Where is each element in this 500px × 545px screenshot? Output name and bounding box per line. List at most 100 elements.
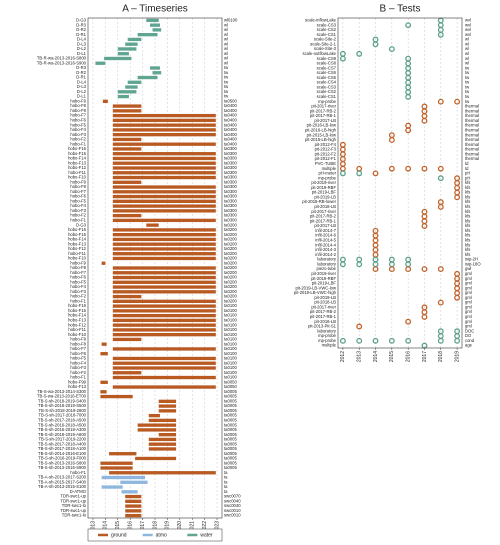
row-label: hobo-F12: [68, 322, 87, 327]
test-marker: [388, 266, 395, 273]
row-code: wl: [465, 51, 469, 56]
bar: [102, 99, 108, 103]
x-tick-label: 2015: [389, 351, 395, 362]
row-code: ta0500: [224, 98, 237, 103]
row-label: hobo-F13: [68, 160, 87, 165]
bar: [112, 294, 142, 299]
row-label: TB-S-sh-2017-2018-7000: [39, 413, 87, 418]
bar: [112, 180, 142, 184]
row-label: TB-S-sh-2018-2019-2800: [39, 408, 87, 413]
row-label: hobo-F11: [68, 170, 86, 175]
row-label: pit-2018-LB: [314, 300, 336, 305]
panel-title: B – Tests: [380, 4, 421, 15]
row-label: TB-S-wa-2013-2014-S300: [37, 389, 87, 394]
row-label: TB-R-wa-2013-2016-S800: [37, 56, 87, 61]
bar: [112, 152, 216, 156]
row-label: TB-S-sh-2013-2016-S800: [38, 460, 87, 465]
row-label: hobo-F10: [68, 256, 87, 261]
row-code: wl: [465, 41, 469, 46]
row-code: thermal: [465, 123, 479, 128]
row-code: ta0200: [224, 232, 237, 237]
row-code: ta0050: [224, 379, 237, 384]
row-label: pit-2017-LB: [314, 118, 336, 123]
row-code: kfs: [465, 190, 470, 195]
row-label: pit-2016-LB-low: [307, 123, 337, 128]
row-code: thermal: [465, 113, 479, 118]
row-label: infil-2014-6: [315, 233, 336, 238]
test-marker: [437, 165, 444, 172]
bar: [125, 509, 142, 513]
row-label: pit-2019-river: [311, 180, 336, 185]
x-tick-label: 2023: [214, 521, 220, 532]
row-label: hobo-F7: [70, 346, 86, 351]
row-label: piezo-tube: [316, 266, 336, 271]
bar: [127, 80, 142, 84]
bar: [112, 313, 216, 318]
row-label: pit-2019-RBF: [311, 276, 336, 281]
bar: [112, 337, 142, 342]
row-label: TB-S-sh-2016-2018-A300: [38, 427, 87, 432]
row-label: D-L4: [77, 37, 87, 42]
bar: [112, 299, 216, 303]
row-label: pit-2019-river: [311, 271, 336, 276]
bar: [104, 56, 132, 61]
row-label: pit-2018-RB-lower: [302, 199, 336, 204]
row-label: hobo-F2: [70, 370, 86, 375]
row-code: ta0300: [224, 146, 237, 151]
row-label: hobo-F13: [68, 241, 87, 246]
bar: [100, 380, 108, 384]
row-label: TB-S-sh-2017-2019-2200: [39, 437, 87, 442]
row-code: ta0100: [224, 375, 237, 380]
bar: [112, 280, 216, 284]
row-label: pit-2016-LB: [314, 319, 336, 324]
row-label: D-L1: [77, 51, 87, 56]
row-code: ta0100: [224, 327, 237, 332]
row-code: gml: [465, 319, 472, 324]
bar: [148, 447, 177, 451]
row-label: laboratory: [317, 328, 337, 333]
plot-area: [338, 18, 462, 348]
row-label: scale-CS4: [317, 80, 337, 85]
row-label: hobo-F6: [70, 275, 86, 280]
row-code: thermal: [465, 108, 479, 113]
row-label: hobo-F5: [70, 122, 86, 127]
bar: [112, 113, 216, 118]
row-label: pit-2015-LB-high: [305, 137, 337, 142]
row-label: scale-CS7: [317, 65, 337, 70]
row-code: ta0300: [224, 208, 237, 213]
bar: [146, 18, 159, 23]
row-code: ta0300: [224, 184, 237, 189]
test-marker: [356, 50, 363, 57]
row-label: D-L3: [77, 41, 87, 46]
row-code: ta0005: [224, 456, 237, 461]
row-label: hobo-F12: [68, 165, 87, 170]
bar: [125, 499, 142, 503]
row-code: ta0200: [224, 246, 237, 251]
row-code: tw: [224, 89, 229, 94]
row-label: hobo-F3: [70, 289, 86, 294]
row-label: pit-2017-RB-1: [310, 113, 337, 118]
row-code: kfs: [465, 238, 470, 243]
row-label: pit-2017-LB: [314, 223, 336, 228]
row-code: ta0100: [224, 356, 237, 361]
bar: [112, 233, 216, 237]
bar: [112, 156, 216, 161]
bar: [101, 342, 107, 346]
row-label: scale-CS1: [317, 94, 337, 99]
row-code: tw: [465, 99, 470, 104]
row-code: swc0040: [224, 498, 241, 503]
bar: [112, 266, 216, 270]
bar: [109, 452, 137, 456]
test-marker: [454, 294, 461, 301]
row-label: hobo-F8: [70, 103, 86, 108]
row-code: ta0300: [224, 203, 237, 208]
row-code: ta0100: [224, 346, 237, 351]
test-marker: [437, 337, 444, 344]
bar: [112, 356, 216, 361]
bar: [112, 375, 216, 380]
row-label: hobo-F3: [70, 365, 86, 370]
row-label: pit-2012-F3: [315, 147, 337, 152]
test-marker: [339, 337, 346, 344]
bar: [101, 475, 146, 480]
bar: [152, 71, 162, 75]
